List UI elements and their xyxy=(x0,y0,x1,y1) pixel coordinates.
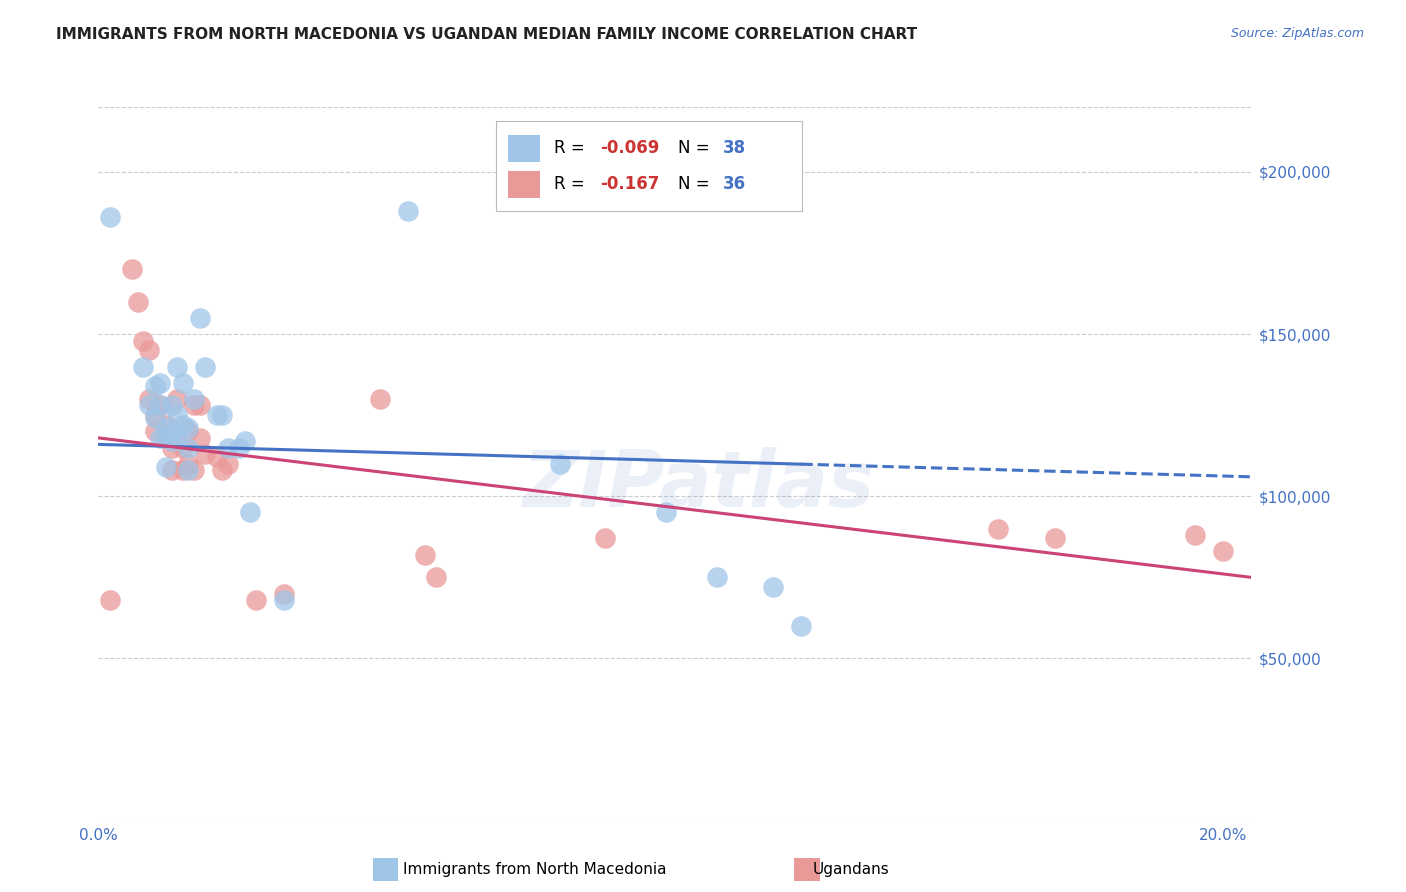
Text: N =: N = xyxy=(678,175,716,193)
FancyBboxPatch shape xyxy=(508,135,540,162)
Point xyxy=(132,334,155,348)
FancyBboxPatch shape xyxy=(496,121,801,211)
Text: N =: N = xyxy=(678,139,716,157)
Point xyxy=(143,411,166,425)
Point xyxy=(166,359,188,374)
Text: Ugandans: Ugandans xyxy=(813,863,889,877)
Point xyxy=(205,450,228,465)
Point xyxy=(188,399,211,413)
Point xyxy=(1212,544,1234,558)
Point xyxy=(1043,532,1066,546)
Point xyxy=(172,463,194,477)
Point xyxy=(160,425,183,439)
Point xyxy=(160,434,183,449)
Text: Source: ZipAtlas.com: Source: ZipAtlas.com xyxy=(1230,27,1364,40)
Point xyxy=(172,376,194,390)
Point xyxy=(149,376,172,390)
Point xyxy=(177,457,200,471)
Point xyxy=(177,421,200,435)
Point xyxy=(172,441,194,455)
Text: ZIPatlas: ZIPatlas xyxy=(522,447,875,524)
Point xyxy=(211,408,233,422)
Point xyxy=(188,310,211,325)
Point xyxy=(121,262,143,277)
Point xyxy=(149,431,172,445)
Point xyxy=(155,431,177,445)
Point xyxy=(127,294,149,309)
Point xyxy=(155,417,177,432)
Text: IMMIGRANTS FROM NORTH MACEDONIA VS UGANDAN MEDIAN FAMILY INCOME CORRELATION CHAR: IMMIGRANTS FROM NORTH MACEDONIA VS UGAND… xyxy=(56,27,917,42)
Point xyxy=(183,463,205,477)
Point xyxy=(188,431,211,445)
Point xyxy=(177,463,200,477)
Point xyxy=(413,548,436,562)
Point xyxy=(138,343,160,358)
Point xyxy=(273,586,295,600)
Point xyxy=(790,619,813,633)
Point xyxy=(155,421,177,435)
Point xyxy=(138,392,160,406)
Point xyxy=(172,417,194,432)
Point xyxy=(183,399,205,413)
Point xyxy=(166,431,188,445)
Point xyxy=(143,425,166,439)
Point xyxy=(177,441,200,455)
Point xyxy=(228,441,250,455)
Point xyxy=(245,593,267,607)
Point xyxy=(239,506,262,520)
Point xyxy=(217,457,239,471)
Point xyxy=(98,211,121,225)
Point xyxy=(368,392,391,406)
Text: 36: 36 xyxy=(723,175,747,193)
Point xyxy=(273,593,295,607)
Point xyxy=(194,359,217,374)
Text: Immigrants from North Macedonia: Immigrants from North Macedonia xyxy=(402,863,666,877)
Point xyxy=(143,408,166,422)
Point xyxy=(593,532,616,546)
Text: 38: 38 xyxy=(723,139,747,157)
Point xyxy=(211,463,233,477)
Text: -0.069: -0.069 xyxy=(600,139,659,157)
Point xyxy=(396,203,419,218)
Point xyxy=(762,580,785,594)
Point xyxy=(655,506,678,520)
Point xyxy=(160,399,183,413)
Point xyxy=(233,434,256,449)
Point xyxy=(143,379,166,393)
Point xyxy=(155,460,177,475)
Text: -0.167: -0.167 xyxy=(600,175,659,193)
FancyBboxPatch shape xyxy=(508,170,540,198)
Point xyxy=(205,408,228,422)
Text: R =: R = xyxy=(554,175,595,193)
Point xyxy=(706,570,728,584)
Point xyxy=(548,457,571,471)
Point xyxy=(166,392,188,406)
Point xyxy=(183,392,205,406)
Point xyxy=(155,431,177,445)
Point xyxy=(177,425,200,439)
Point xyxy=(160,463,183,477)
Point xyxy=(149,399,172,413)
Point xyxy=(160,441,183,455)
Point xyxy=(425,570,447,584)
Point xyxy=(217,441,239,455)
Point xyxy=(149,399,172,413)
Point xyxy=(194,447,217,461)
Point xyxy=(987,522,1010,536)
Point xyxy=(1184,528,1206,542)
Point xyxy=(98,593,121,607)
Point xyxy=(132,359,155,374)
Point xyxy=(166,408,188,422)
Text: R =: R = xyxy=(554,139,591,157)
Point xyxy=(138,399,160,413)
